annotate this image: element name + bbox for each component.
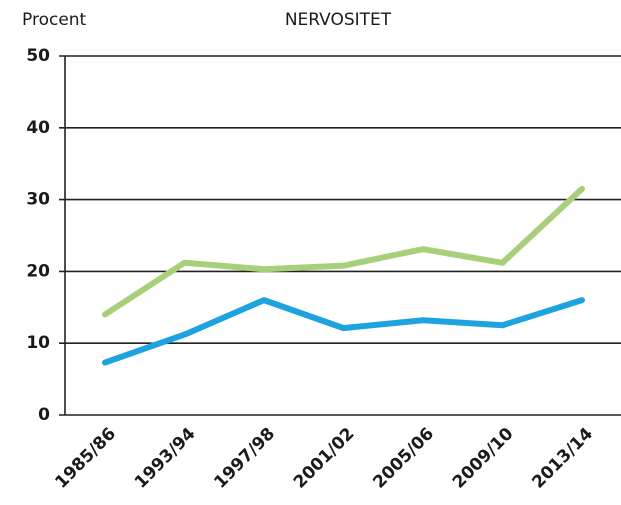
y-axis-label: Procent [22, 10, 87, 30]
y-tick-label: 30 [26, 190, 50, 210]
x-tick-label: 1985/86 [51, 424, 120, 493]
chart-title: NERVOSITET [285, 10, 392, 30]
x-tick-label: 1993/94 [131, 424, 200, 493]
x-tick-label: 2013/14 [528, 424, 597, 493]
y-tick-label: 0 [38, 405, 50, 425]
series-line [102, 185, 585, 318]
y-tick-label: 20 [26, 261, 50, 281]
x-tick-label: 2009/10 [449, 424, 518, 493]
x-tick-label: 2005/06 [369, 424, 438, 493]
y-tick-label: 10 [26, 333, 50, 353]
y-tick-label: 50 [26, 46, 50, 66]
y-tick-label: 40 [26, 118, 50, 138]
series-line [102, 297, 585, 366]
x-tick-label: 2001/02 [290, 424, 359, 493]
x-tick-label: 1997/98 [210, 424, 279, 493]
